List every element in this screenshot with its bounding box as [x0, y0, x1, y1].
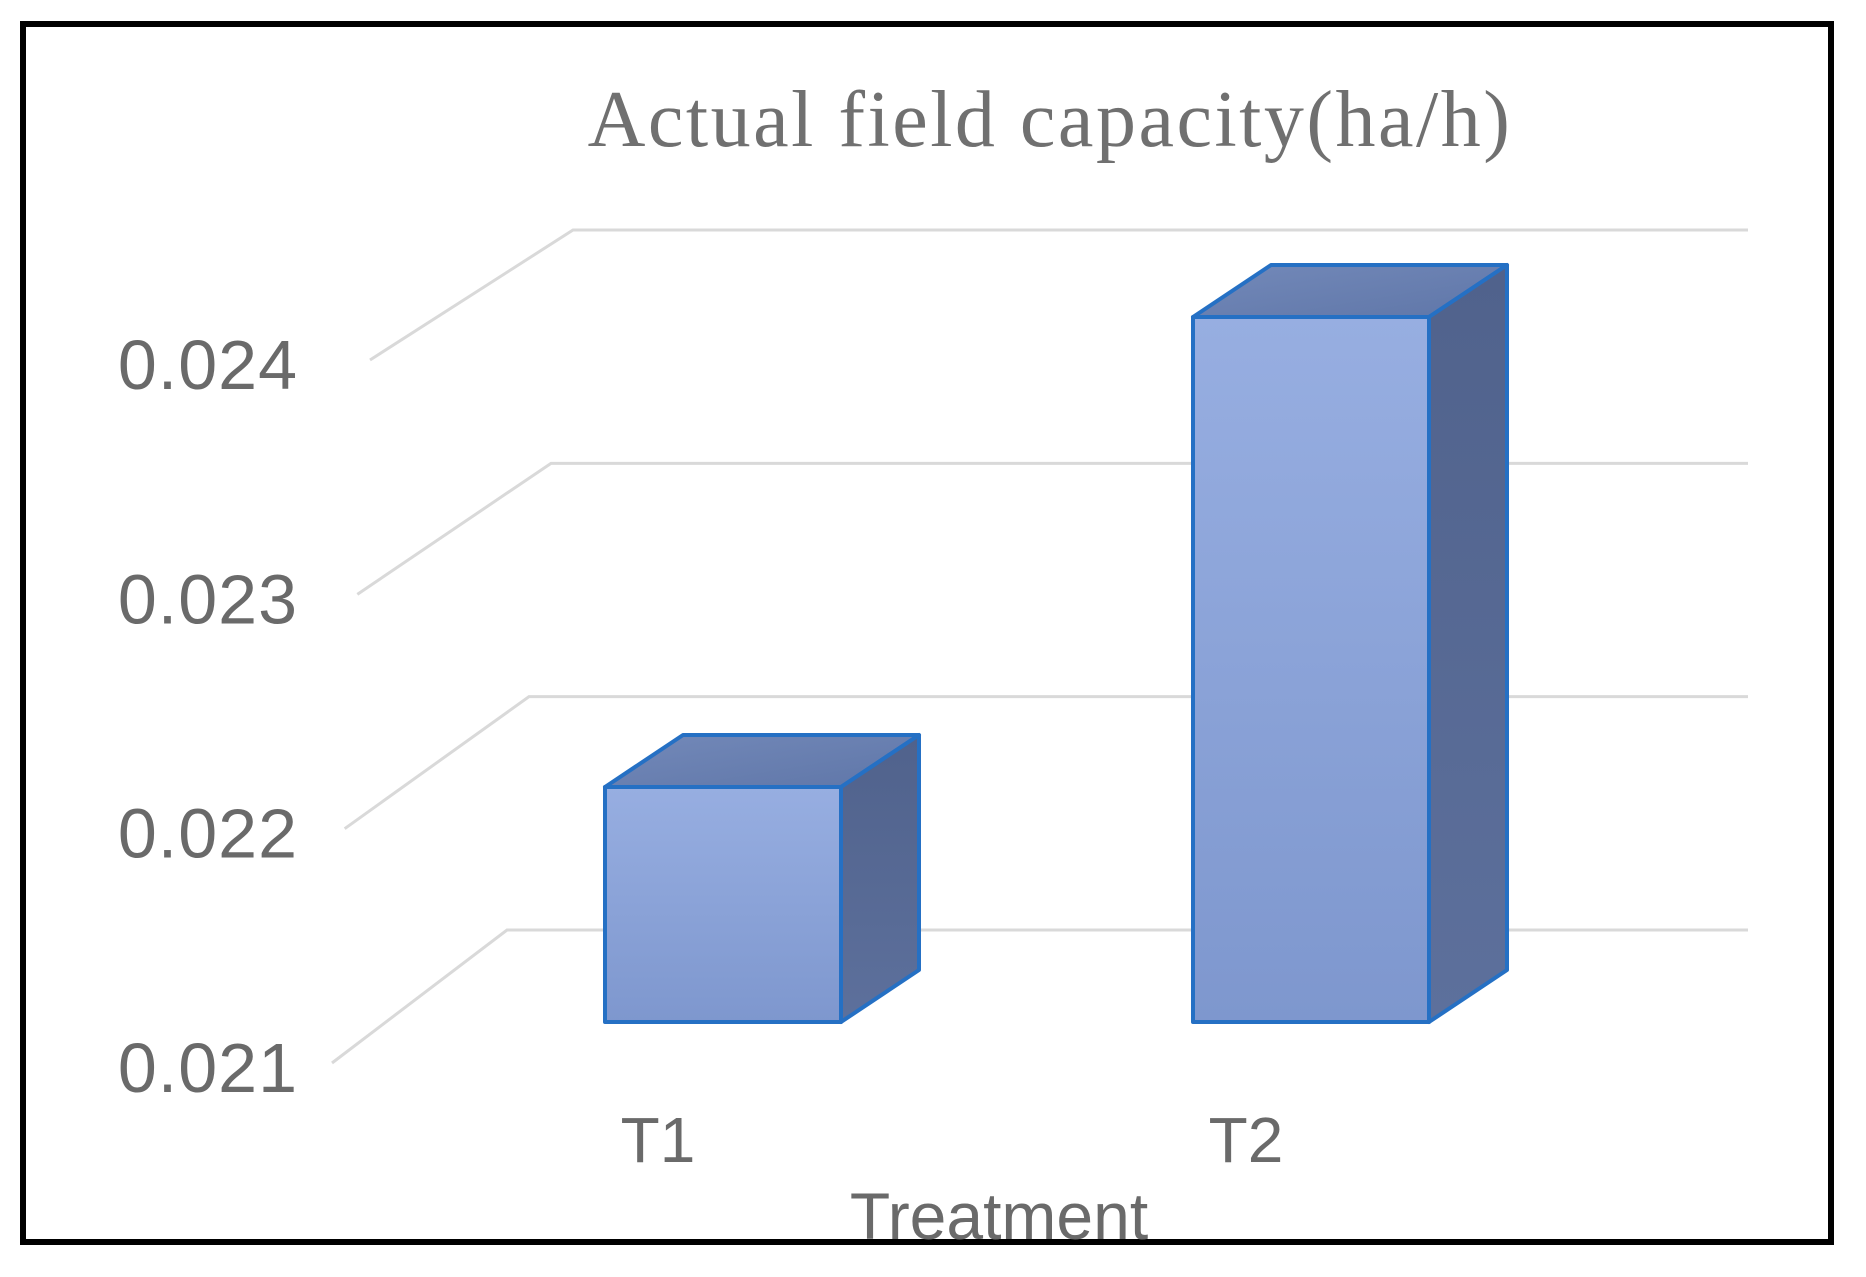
gridline	[343, 695, 1748, 830]
x-category-label: T1	[621, 1104, 696, 1176]
y-tick-label: 0.021	[118, 1029, 298, 1107]
gridline	[369, 228, 1748, 362]
gridline	[331, 928, 1748, 1065]
gridline	[356, 461, 1748, 596]
y-tick-label: 0.023	[118, 560, 298, 638]
x-category-label: T2	[1209, 1104, 1284, 1176]
y-tick-label: 0.024	[118, 326, 298, 404]
x-axis-category-labels: T1 T2	[621, 1104, 1284, 1176]
y-tick-label: 0.022	[118, 795, 298, 873]
figure-border	[20, 21, 1834, 1245]
x-axis-title: Treatment	[850, 1179, 1148, 1253]
bar-side-face	[839, 733, 921, 1024]
gridlines	[331, 228, 1748, 1065]
bar-front-face	[1191, 315, 1431, 1024]
bar-side-face	[1427, 263, 1509, 1024]
bar-T2	[1191, 263, 1509, 1024]
y-axis-tick-labels: 0.021 0.022 0.023 0.024	[118, 326, 298, 1107]
bar-front-face	[603, 785, 843, 1024]
chart-title: Actual field capacity(ha/h)	[588, 76, 1513, 164]
bars	[603, 263, 1509, 1024]
bar-T1	[603, 733, 921, 1024]
